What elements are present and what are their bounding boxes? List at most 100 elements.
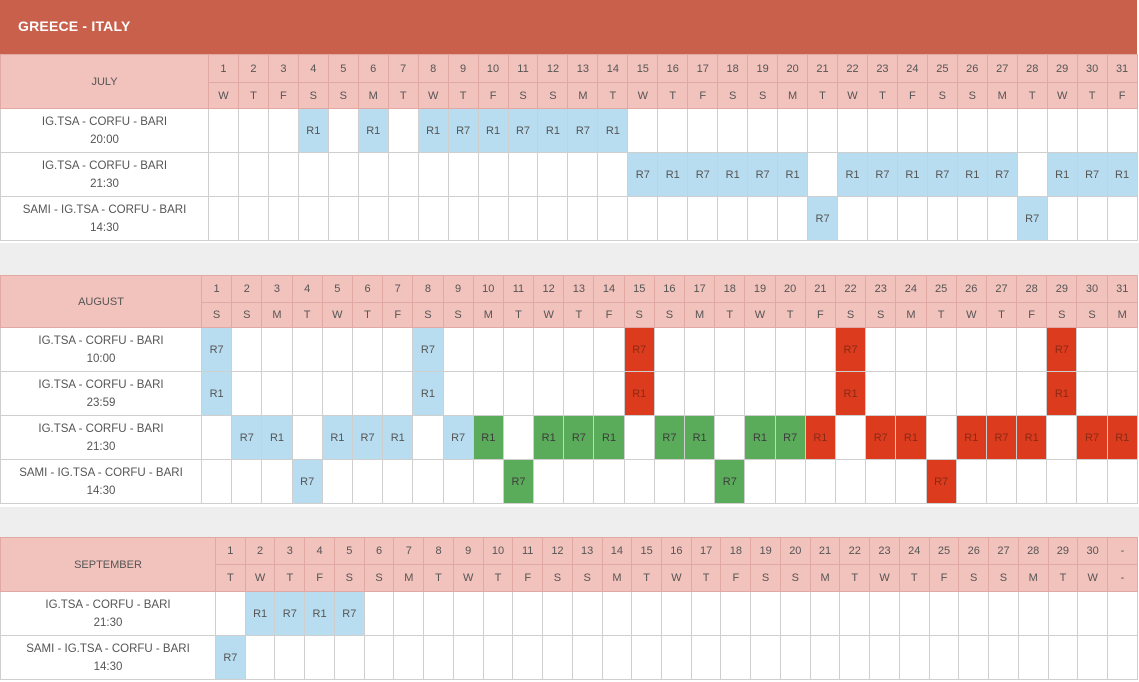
empty-cell: [657, 108, 689, 153]
sailing-cell[interactable]: R1: [412, 371, 444, 416]
sailing-cell[interactable]: R7: [442, 415, 474, 460]
sailing-cell[interactable]: R1: [593, 415, 625, 460]
route-label: SAMI - IG.TSA - CORFU - BARI 14:30: [0, 459, 202, 504]
sailing-cell[interactable]: R1: [623, 371, 655, 416]
sailing-cell[interactable]: R1: [1106, 152, 1138, 197]
empty-cell: [567, 152, 599, 197]
sailing-cell[interactable]: R1: [896, 152, 928, 197]
sailing-cell[interactable]: R7: [412, 327, 444, 372]
sailing-cell[interactable]: R7: [333, 591, 365, 636]
sailing-cell[interactable]: R7: [926, 152, 958, 197]
sailing-cell[interactable]: R1: [1046, 152, 1078, 197]
sailing-cell[interactable]: R7: [215, 635, 246, 680]
empty-cell: [237, 152, 269, 197]
sailing-cell[interactable]: R1: [834, 371, 867, 416]
day-number: 15: [623, 275, 655, 303]
sailing-cell[interactable]: R7: [807, 196, 839, 241]
weekday-label: W: [955, 302, 987, 328]
sailing-cell[interactable]: R7: [502, 459, 535, 504]
day-number: 25: [926, 54, 958, 83]
sailing-cell[interactable]: R7: [925, 459, 957, 504]
sailing-cell[interactable]: R7: [291, 459, 323, 504]
sailing-cell[interactable]: R1: [1016, 415, 1048, 460]
empty-cell: [563, 327, 595, 372]
sailing-cell[interactable]: R1: [657, 152, 689, 197]
weekday-label: W: [208, 82, 239, 109]
sailing-cell[interactable]: R1: [477, 108, 509, 153]
sailing-cell[interactable]: R1: [472, 415, 504, 460]
empty-cell: [382, 327, 414, 372]
weekday-label: T: [423, 564, 454, 592]
day-number: 28: [1017, 537, 1049, 565]
sailing-cell[interactable]: R7: [865, 415, 897, 460]
day-number: 19: [747, 54, 779, 83]
sailing-cell[interactable]: R1: [744, 415, 776, 460]
schedule-table-july: JULY 1 2 3 4 5 6 7 8 9 10 11 12 13 14 15 16 17 18 19 20 21 22 2…: [0, 54, 1138, 241]
sailing-cell[interactable]: R1: [357, 108, 389, 153]
sailing-cell[interactable]: R7: [985, 415, 1018, 460]
sailing-cell[interactable]: R7: [447, 108, 479, 153]
sailing-cell[interactable]: R1: [955, 415, 987, 460]
weekday-label: T: [631, 564, 663, 592]
sailing-cell[interactable]: R7: [351, 415, 384, 460]
weekday-label: S: [717, 82, 749, 109]
empty-cell: [988, 635, 1019, 680]
sailing-cell[interactable]: R7: [653, 415, 686, 460]
route-name: IG.TSA - CORFU - BARI: [45, 598, 171, 611]
sailing-cell[interactable]: R1: [382, 415, 414, 460]
weekday-label: M: [567, 82, 599, 109]
sailing-cell[interactable]: R7: [866, 152, 898, 197]
month-label: SEPTEMBER: [0, 537, 216, 592]
sailing-cell[interactable]: R7: [774, 415, 806, 460]
sailing-cell[interactable]: R1: [1106, 415, 1138, 460]
sailing-cell[interactable]: R7: [563, 415, 595, 460]
sailing-cell[interactable]: R1: [297, 108, 329, 153]
empty-cell: [297, 196, 329, 241]
sailing-cell[interactable]: R1: [804, 415, 836, 460]
sailing-cell[interactable]: R1: [895, 415, 927, 460]
sailing-cell[interactable]: R1: [777, 152, 809, 197]
empty-cell: [774, 459, 806, 504]
sailing-cell[interactable]: R1: [200, 371, 233, 416]
sailing-cell[interactable]: R7: [747, 152, 779, 197]
sailing-cell[interactable]: R1: [304, 591, 335, 636]
sailing-cell[interactable]: R1: [837, 152, 868, 197]
sailing-cell[interactable]: R7: [1046, 327, 1078, 372]
sailing-cell[interactable]: R7: [231, 415, 263, 460]
sailing-cell[interactable]: R7: [1076, 415, 1108, 460]
sailing-cell[interactable]: R1: [244, 591, 276, 636]
sailing-cell[interactable]: R7: [623, 327, 655, 372]
sailing-cell[interactable]: R1: [537, 108, 569, 153]
sailing-cell[interactable]: R7: [507, 108, 539, 153]
day-number: 22: [834, 275, 867, 303]
sailing-cell[interactable]: R7: [986, 152, 1018, 197]
empty-cell: [267, 196, 299, 241]
empty-cell: [653, 327, 686, 372]
sailing-cell[interactable]: R1: [597, 108, 629, 153]
sailing-cell[interactable]: R7: [627, 152, 659, 197]
route-label: IG.TSA - CORFU - BARI 21:30: [0, 415, 202, 460]
sailing-cell[interactable]: R1: [956, 152, 988, 197]
sailing-cell[interactable]: R1: [261, 415, 293, 460]
sailing-cell[interactable]: R7: [687, 152, 719, 197]
sailing-cell[interactable]: R7: [274, 591, 306, 636]
sailing-cell[interactable]: R7: [1016, 196, 1048, 241]
sailing-cell[interactable]: R1: [533, 415, 565, 460]
sailing-cell[interactable]: R1: [1046, 371, 1078, 416]
sailing-cell[interactable]: R1: [717, 152, 749, 197]
sailing-cell[interactable]: R7: [567, 108, 599, 153]
day-number: 28: [1016, 54, 1048, 83]
weekday-label: T: [1076, 82, 1108, 109]
sailing-cell[interactable]: R7: [834, 327, 867, 372]
sailing-cell[interactable]: R1: [683, 415, 716, 460]
sailing-cell[interactable]: R7: [714, 459, 746, 504]
weekday-label: W: [627, 82, 659, 109]
weekday-label: -: [1107, 564, 1138, 592]
sailing-cell[interactable]: R7: [200, 327, 233, 372]
weekday-label: M: [809, 564, 841, 592]
schedule-table-september: SEPTEMBER 1 2 3 4 5 6 7 8 9 10 11 12 13 14 15 16 17 18 19 20…: [0, 537, 1138, 680]
sailing-cell[interactable]: R1: [417, 108, 449, 153]
sailing-cell[interactable]: R7: [1076, 152, 1108, 197]
sailing-cell[interactable]: R1: [321, 415, 353, 460]
